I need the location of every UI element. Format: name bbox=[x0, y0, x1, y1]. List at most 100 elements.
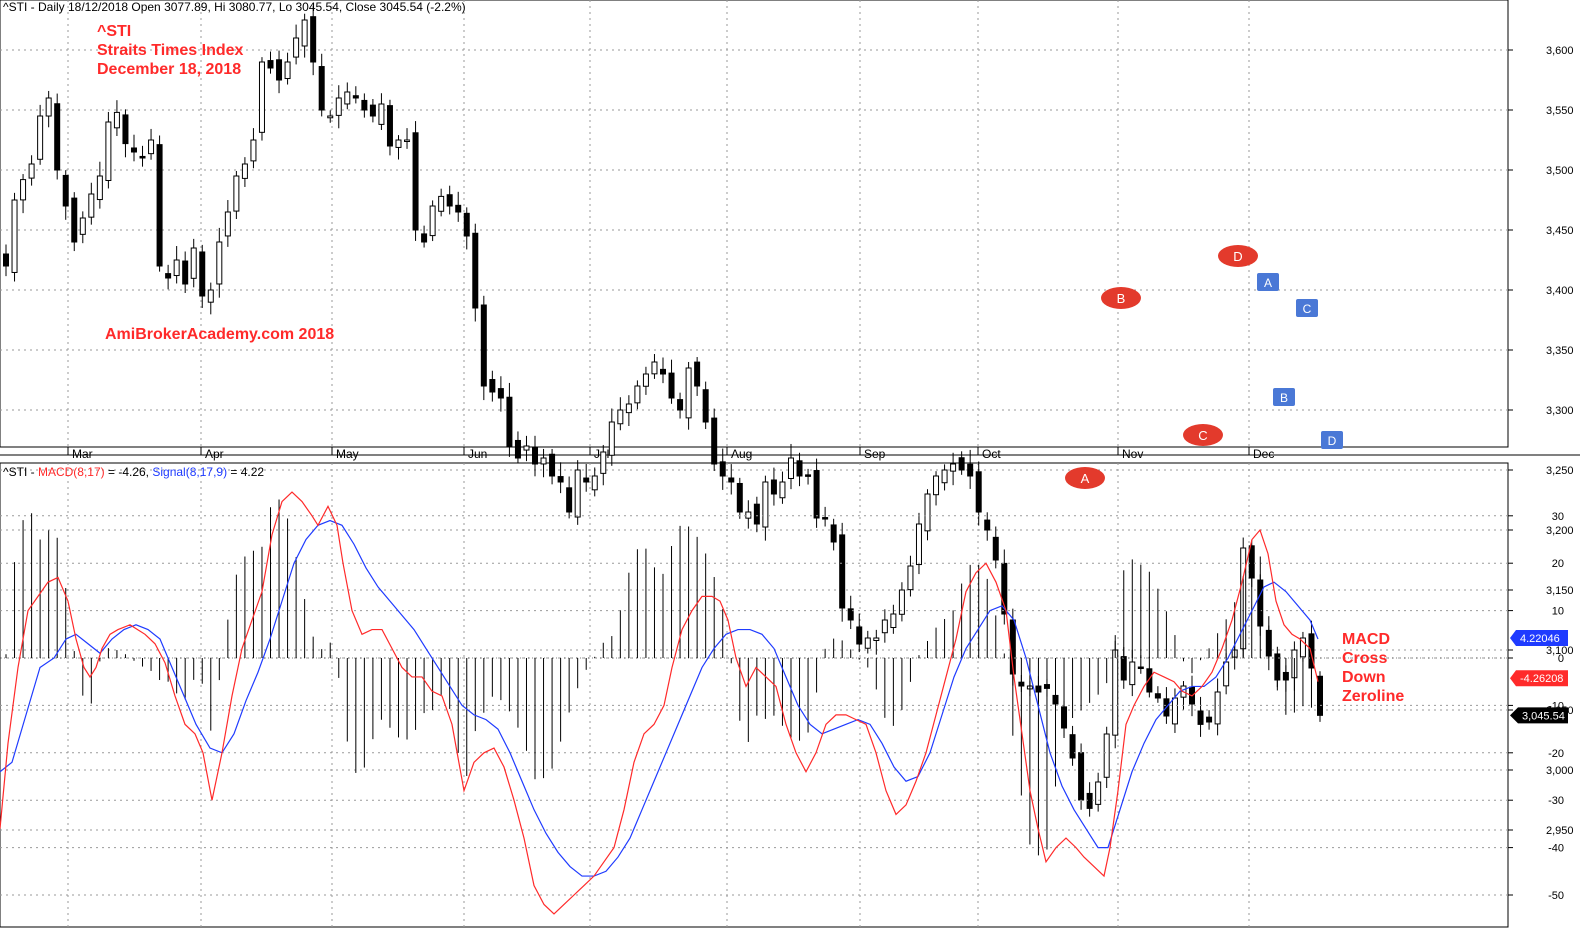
candle bbox=[139, 145, 146, 167]
candle bbox=[233, 170, 240, 219]
candle bbox=[711, 408, 718, 472]
month-label: Sep bbox=[864, 447, 886, 461]
candle bbox=[617, 397, 624, 431]
wave-marker-oval-a bbox=[1065, 467, 1105, 489]
wave-marker-oval-b bbox=[1101, 287, 1141, 309]
candle bbox=[540, 448, 547, 478]
candle bbox=[950, 452, 957, 486]
candle-body bbox=[258, 61, 265, 133]
candle-body bbox=[378, 103, 385, 125]
wave-marker-box-label: C bbox=[1303, 302, 1312, 316]
candle-body bbox=[557, 476, 564, 483]
price-axis-label: 3,450 bbox=[1546, 225, 1574, 237]
candle-body bbox=[668, 372, 675, 399]
candle bbox=[122, 109, 129, 158]
signal-value-label: 4.22046 bbox=[1520, 633, 1560, 645]
candle bbox=[148, 128, 155, 160]
candle-body bbox=[847, 608, 854, 621]
candle bbox=[694, 357, 701, 396]
candle-body bbox=[975, 471, 982, 513]
price-axis-label: 2,950 bbox=[1546, 825, 1574, 837]
candle-body bbox=[881, 619, 888, 634]
wave-marker-box-c bbox=[1296, 299, 1318, 317]
candle bbox=[113, 100, 120, 136]
candle bbox=[173, 246, 180, 284]
candle-body bbox=[20, 179, 27, 201]
candle-body bbox=[711, 417, 718, 465]
candle-body bbox=[728, 477, 735, 483]
candle bbox=[984, 512, 991, 541]
wave-marker-box-label: A bbox=[1264, 276, 1272, 290]
candle-body bbox=[130, 147, 137, 153]
candle-body bbox=[1154, 693, 1161, 699]
candle-body bbox=[1001, 562, 1008, 615]
candle bbox=[20, 174, 27, 214]
candle-body bbox=[421, 233, 428, 243]
candle-body bbox=[310, 16, 317, 63]
candle-body bbox=[361, 99, 368, 111]
candle-body bbox=[1095, 781, 1102, 805]
candle-body bbox=[1299, 637, 1306, 658]
month-label: Nov bbox=[1122, 447, 1143, 461]
candle bbox=[301, 13, 308, 58]
candle bbox=[165, 264, 172, 290]
candle bbox=[446, 185, 453, 215]
title-annotation: ^STI Straits Times Index December 18, 20… bbox=[97, 22, 243, 79]
price-axis-label: 3,350 bbox=[1546, 345, 1574, 357]
candle bbox=[634, 380, 641, 410]
candle bbox=[37, 104, 44, 165]
price-axis-label: 3,550 bbox=[1546, 105, 1574, 117]
candle bbox=[207, 282, 214, 315]
signal-line bbox=[0, 519, 1319, 877]
price-axis-label: 3,250 bbox=[1546, 465, 1574, 477]
candle bbox=[224, 200, 231, 247]
candle bbox=[369, 99, 376, 123]
candle-body bbox=[549, 453, 556, 477]
candle bbox=[258, 57, 265, 141]
macd-note-line-1: MACD bbox=[1342, 631, 1390, 648]
candle bbox=[1154, 686, 1161, 703]
month-label: May bbox=[336, 447, 359, 461]
candle bbox=[1069, 725, 1076, 766]
wave-marker-oval-label: B bbox=[1117, 291, 1126, 306]
candle bbox=[267, 51, 274, 74]
candle-body bbox=[933, 475, 940, 496]
candle bbox=[822, 506, 829, 527]
macd-note-line-2: Cross bbox=[1342, 650, 1388, 667]
candle-body bbox=[1171, 697, 1178, 725]
candle bbox=[506, 382, 513, 457]
wave-marker-oval-c bbox=[1183, 424, 1223, 446]
candle-body bbox=[890, 613, 897, 629]
candle bbox=[1214, 678, 1221, 736]
macd-pane-frame bbox=[0, 462, 1509, 928]
macd-axis-label: -50 bbox=[1548, 890, 1564, 902]
candle bbox=[293, 24, 300, 65]
candle-body bbox=[429, 205, 436, 237]
candle-body bbox=[54, 103, 61, 171]
signal-value-badge bbox=[1510, 629, 1568, 646]
candle-body bbox=[165, 273, 172, 279]
candle bbox=[787, 443, 794, 490]
macd-axis-label: 20 bbox=[1552, 558, 1564, 570]
candle-body bbox=[941, 469, 948, 484]
candle-body bbox=[839, 534, 846, 609]
candle bbox=[1146, 656, 1153, 698]
candle-body bbox=[694, 361, 701, 387]
candle bbox=[352, 86, 359, 104]
candle bbox=[642, 366, 649, 395]
candle-body bbox=[293, 37, 300, 58]
month-label: Aug bbox=[731, 447, 752, 461]
candle bbox=[3, 244, 9, 277]
candle bbox=[105, 111, 112, 189]
candle bbox=[719, 448, 726, 490]
candle-body bbox=[113, 111, 120, 129]
candle-body bbox=[1086, 792, 1093, 809]
candle bbox=[847, 595, 854, 630]
candle bbox=[463, 207, 470, 250]
candle-body bbox=[199, 251, 206, 297]
candle bbox=[276, 50, 283, 94]
candle-body bbox=[830, 524, 837, 543]
candle bbox=[489, 370, 496, 402]
candle bbox=[1086, 782, 1093, 817]
